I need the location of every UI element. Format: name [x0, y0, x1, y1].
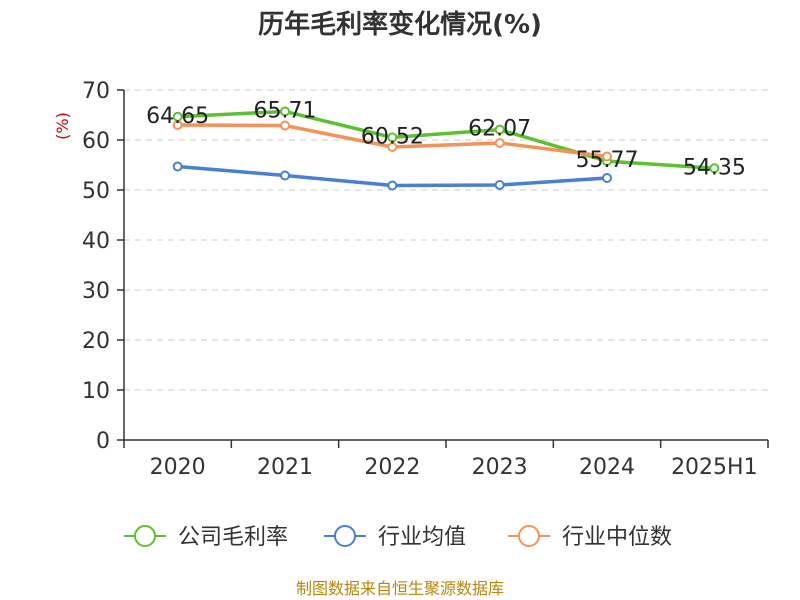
y-tick-label: 20 — [82, 329, 110, 354]
x-tick-label: 2025H1 — [671, 455, 758, 480]
data-label: 65.71 — [254, 98, 317, 123]
grid-lines — [124, 89, 768, 391]
chart-title: 历年毛利率变化情况(%) — [258, 9, 542, 40]
y-tick-label: 50 — [82, 179, 110, 204]
legend-label: 行业中位数 — [562, 525, 672, 550]
data-point — [387, 180, 398, 191]
x-tick-label: 2022 — [364, 455, 420, 480]
data-point — [280, 106, 290, 117]
data-label: 64.65 — [146, 104, 209, 129]
y-tick-label: 40 — [82, 229, 110, 254]
legend-item[interactable]: 行业中位数 — [508, 525, 672, 550]
data-label: 54.35 — [683, 155, 746, 180]
legend-marker-icon — [518, 525, 540, 547]
data-point — [494, 138, 505, 148]
legend-item[interactable]: 行业均值 — [324, 525, 466, 550]
data-point — [387, 142, 398, 152]
data-label: 62.07 — [468, 117, 531, 142]
data-point — [387, 132, 398, 143]
y-tick-label: 60 — [82, 129, 110, 154]
data-point — [280, 120, 290, 131]
data-labels: 64.65 65.71 60.52 62.07 55.77 54.35 — [146, 98, 746, 180]
x-tick-label: 2023 — [472, 455, 528, 480]
data-label: 55.77 — [576, 148, 639, 173]
legend-marker-icon — [134, 525, 156, 547]
legend[interactable]: 公司毛利率 行业均值 行业中位数 — [124, 525, 672, 550]
x-tick-label: 2020 — [150, 455, 206, 480]
legend-marker-icon — [334, 525, 356, 547]
series-lines — [172, 106, 720, 191]
data-point — [172, 161, 183, 172]
data-point — [172, 120, 183, 130]
data-point — [709, 163, 720, 174]
axes: 0 10 20 30 40 50 60 70 2020 2021 2022 2023 2024 2025H… — [82, 79, 769, 480]
data-point — [280, 170, 290, 181]
y-tick-label: 0 — [96, 429, 110, 454]
legend-item[interactable]: 公司毛利率 — [124, 525, 288, 550]
x-tick-label: 2021 — [257, 455, 313, 480]
y-tick-label: 10 — [82, 379, 110, 404]
data-point — [494, 124, 505, 135]
series-line — [175, 109, 717, 170]
y-tick-label: 30 — [82, 279, 110, 304]
data-point — [494, 180, 505, 190]
legend-label: 公司毛利率 — [178, 525, 288, 550]
y-tick-label: 70 — [82, 79, 110, 104]
y-axis-unit-label: (%) — [53, 112, 72, 140]
source-footer: 制图数据来自恒生聚源数据库 — [296, 579, 504, 598]
x-tick-label: 2024 — [579, 455, 635, 480]
data-point — [602, 151, 612, 162]
legend-label: 行业均值 — [378, 525, 466, 550]
data-point — [602, 173, 612, 183]
data-label: 60.52 — [361, 124, 424, 149]
